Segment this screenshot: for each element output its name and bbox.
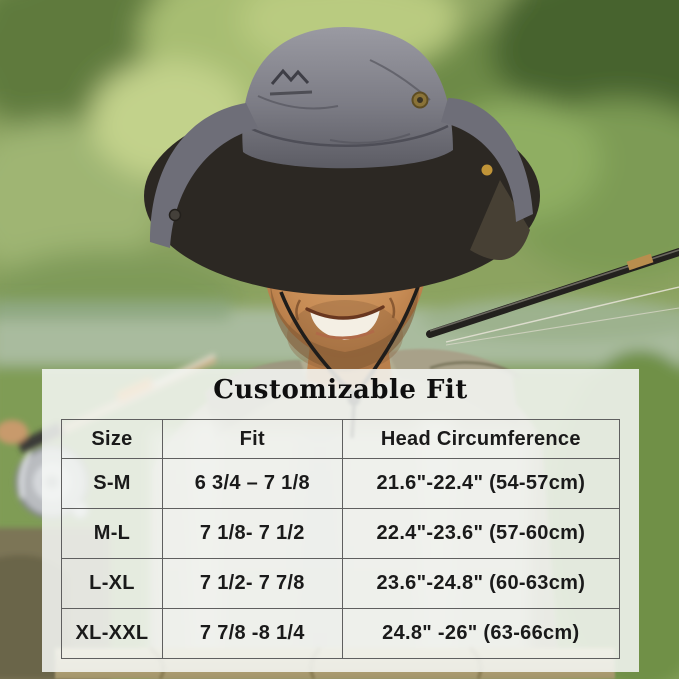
table-row: L-XL 7 1/2- 7 7/8 23.6"-24.8" (60-63cm) (61, 558, 621, 609)
fit-cell: 6 3/4 – 7 1/8 (161, 458, 343, 509)
brim-snap-left (168, 208, 182, 222)
size-chart-title: Customizable Fit (213, 375, 468, 405)
column-header-size: Size (61, 419, 163, 459)
table-row: M-L 7 1/8- 7 1/2 22.4"-23.6" (57-60cm) (61, 508, 621, 559)
header-row: Size Fit Head Circumference (61, 419, 621, 459)
crown-seam (249, 124, 449, 147)
table-row: XL-XXL 7 7/8 -8 1/4 24.8" -26" (63-66cm) (61, 608, 621, 659)
smile (295, 297, 396, 340)
fit-cell: 7 1/8- 7 1/2 (161, 508, 343, 559)
size-chart-panel: Customizable Fit Size Fit Head Circumfer… (42, 369, 639, 672)
brim-snap-right (481, 164, 493, 176)
brand-logo-icon (269, 68, 313, 96)
fit-cell: 7 7/8 -8 1/4 (161, 608, 343, 659)
fishing-rod-right (426, 248, 679, 346)
circumference-cell: 24.8" -26" (63-66cm) (341, 608, 621, 659)
column-header-circumference: Head Circumference (341, 419, 621, 459)
size-chart-table: Size Fit Head Circumference S-M 6 3/4 – … (61, 419, 621, 659)
beard-stubble (270, 276, 420, 372)
hat-brim-left-top (150, 103, 258, 248)
size-cell: L-XL (61, 558, 163, 609)
fishing-line (445, 286, 679, 343)
fit-cell: 7 1/2- 7 7/8 (161, 558, 343, 609)
size-cell: M-L (61, 508, 163, 559)
hat-brim-right-droop (470, 180, 530, 261)
column-header-fit: Fit (161, 419, 343, 459)
sun-hat (144, 27, 540, 295)
circumference-cell: 23.6"-24.8" (60-63cm) (341, 558, 621, 609)
size-cell: XL-XXL (61, 608, 163, 659)
hat-crown (242, 27, 453, 169)
hat-brim-right-top (441, 98, 533, 222)
hand (0, 420, 28, 444)
fishing-line (445, 307, 679, 346)
table-row: S-M 6 3/4 – 7 1/8 21.6"-22.4" (54-57cm) (61, 458, 621, 509)
size-cell: S-M (61, 458, 163, 509)
circumference-cell: 22.4"-23.6" (57-60cm) (341, 508, 621, 559)
circumference-cell: 21.6"-22.4" (54-57cm) (341, 458, 621, 509)
rod-wrap-tan (626, 253, 654, 271)
